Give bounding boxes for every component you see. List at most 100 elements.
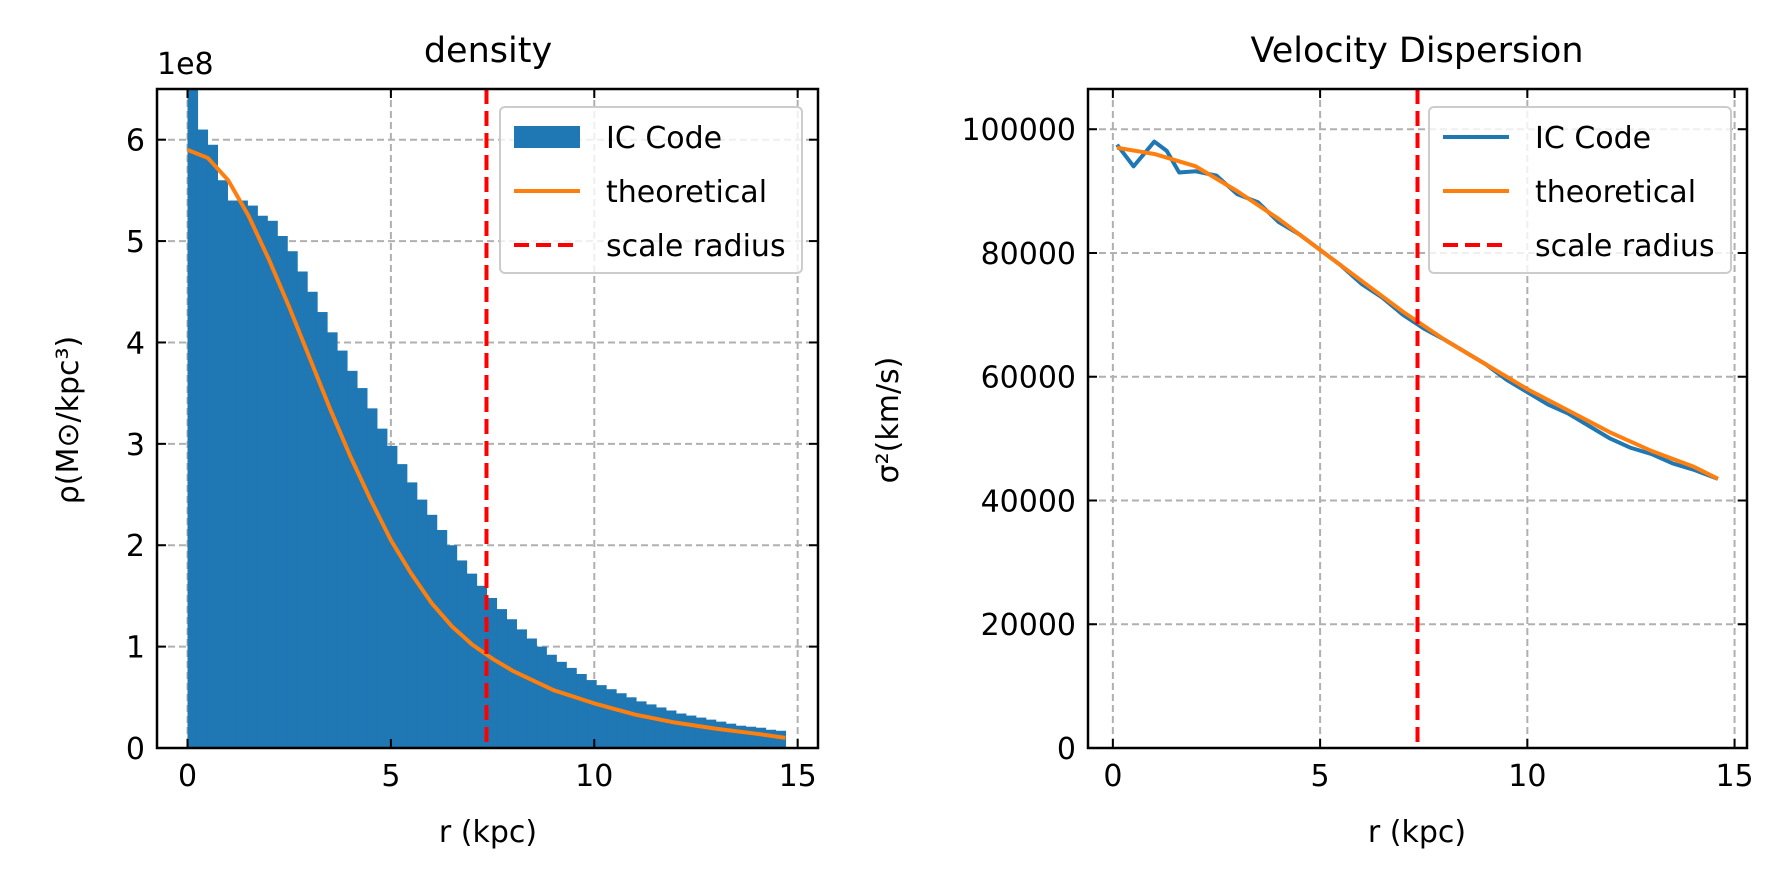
histogram-bar xyxy=(257,215,268,748)
histogram-bar xyxy=(247,205,258,749)
histogram-bar xyxy=(376,428,388,748)
histogram-bar xyxy=(705,719,717,748)
legend-item-scale-radius-label: scale radius xyxy=(1535,229,1715,264)
velocity-x-tick-label: 10 xyxy=(1508,759,1546,794)
histogram-bar xyxy=(436,530,448,748)
histogram-bar xyxy=(526,638,537,748)
velocity-y-tick-label: 0 xyxy=(1057,732,1076,767)
histogram-bar xyxy=(546,654,557,748)
velocity-y-tick-label: 100000 xyxy=(961,113,1076,148)
density-y-tick-label: 3 xyxy=(126,428,145,463)
histogram-bar xyxy=(386,445,398,748)
histogram-bar xyxy=(297,271,308,748)
histogram-bar xyxy=(346,370,358,748)
histogram-bar xyxy=(596,685,607,748)
histogram-bar xyxy=(327,332,338,748)
density-panel: density 1e8 r (kpc) ρ(M⊙/kpc³) 0 5 10 15 0 1 2… xyxy=(51,31,820,850)
histogram-bar xyxy=(187,89,199,748)
histogram-bar xyxy=(665,710,677,748)
density-y-tick-label: 5 xyxy=(126,225,145,260)
histogram-bar xyxy=(635,701,647,748)
histogram-bar xyxy=(725,723,737,748)
histogram-bar xyxy=(267,220,278,749)
histogram-bar xyxy=(516,629,527,748)
density-x-tick-label: 0 xyxy=(178,759,197,794)
velocity-y-tick-label: 20000 xyxy=(981,608,1076,643)
histogram-bar xyxy=(715,721,727,748)
legend-item-scale-radius-label: scale radius xyxy=(606,229,786,264)
histogram-bar xyxy=(695,717,707,748)
histogram-bar xyxy=(277,236,288,748)
histogram-bar xyxy=(466,573,478,748)
velocity-y-tick-label: 40000 xyxy=(981,484,1076,519)
legend-item-ic-code-label: IC Code xyxy=(1535,121,1651,156)
histogram-bar xyxy=(446,545,458,748)
histogram-bar xyxy=(616,693,627,748)
histogram-bar xyxy=(287,251,298,748)
histogram-bar xyxy=(336,350,348,748)
histogram-bar xyxy=(576,673,587,748)
density-legend xyxy=(499,106,803,274)
histogram-bar xyxy=(317,312,328,748)
density-y-tick-label: 0 xyxy=(126,732,145,767)
velocity-y-tick-label: 80000 xyxy=(981,237,1076,272)
velocity-y-tick-label: 60000 xyxy=(981,361,1076,396)
histogram-bar xyxy=(566,667,577,748)
legend-item-ic-code-label: IC Code xyxy=(606,121,722,156)
velocity-x-axis-title: r (kpc) xyxy=(1368,815,1466,850)
legend-item-ic-code-swatch xyxy=(514,126,580,148)
histogram-bar xyxy=(197,129,209,749)
density-y-tick-label: 2 xyxy=(126,529,145,564)
velocity-y-axis-title: σ²(km/s) xyxy=(871,357,906,484)
density-x-tick-label: 5 xyxy=(381,759,400,794)
histogram-bar xyxy=(356,388,368,748)
density-y-axis-title: ρ(M⊙/kpc³) xyxy=(51,336,86,505)
legend-item-theoretical-label: theoretical xyxy=(606,175,767,210)
histogram-bar xyxy=(396,464,408,748)
theoretical-density-line xyxy=(186,147,786,740)
density-y-offset-label: 1e8 xyxy=(157,47,214,82)
density-y-tick-label: 1 xyxy=(126,631,145,666)
velocity-x-tick-label: 15 xyxy=(1715,759,1753,794)
histogram-bar xyxy=(506,619,517,748)
histogram-bar xyxy=(476,585,488,748)
histogram-bar xyxy=(685,715,697,748)
velocity-x-tick-label: 0 xyxy=(1103,759,1122,794)
histogram-bar xyxy=(556,661,567,748)
histogram-bar xyxy=(606,689,617,748)
histogram-bar xyxy=(217,180,228,748)
histogram-bar xyxy=(586,680,597,748)
histogram-bar xyxy=(496,609,508,748)
density-y-tick-label: 6 xyxy=(126,124,145,159)
velocity-legend xyxy=(1428,106,1732,274)
histogram-bar xyxy=(645,704,657,748)
density-title: density xyxy=(424,31,552,71)
histogram-bar xyxy=(536,646,547,748)
histogram-bar xyxy=(207,144,219,748)
density-axes-frame xyxy=(155,87,820,750)
velocity-axes-frame xyxy=(1086,87,1749,750)
density-x-tick-label: 15 xyxy=(779,759,817,794)
histogram-bar xyxy=(406,482,418,748)
histogram-bar xyxy=(735,725,747,748)
histogram-bar xyxy=(416,499,428,748)
histogram-bar xyxy=(307,291,318,748)
velocity-dispersion-panel: Velocity Dispersion r (kpc) σ²(km/s) 0 5 1… xyxy=(871,31,1754,850)
theoretical-dispersion-line xyxy=(1116,145,1719,481)
density-x-tick-label: 10 xyxy=(575,759,613,794)
histogram-bar xyxy=(765,729,777,748)
histogram-bar xyxy=(626,697,637,748)
histogram-bar xyxy=(237,200,248,748)
legend-item-theoretical-label: theoretical xyxy=(1535,175,1696,210)
histogram-bar xyxy=(745,726,757,748)
histogram-bar xyxy=(486,597,498,748)
histogram-bar xyxy=(227,200,238,748)
velocity-x-tick-label: 5 xyxy=(1311,759,1330,794)
histogram-bar xyxy=(655,707,667,748)
histogram-bar xyxy=(775,730,787,748)
density-x-axis-title: r (kpc) xyxy=(439,815,537,850)
histogram-bar xyxy=(456,560,468,748)
velocity-dispersion-title: Velocity Dispersion xyxy=(1250,31,1583,71)
histogram-bar xyxy=(755,727,767,748)
